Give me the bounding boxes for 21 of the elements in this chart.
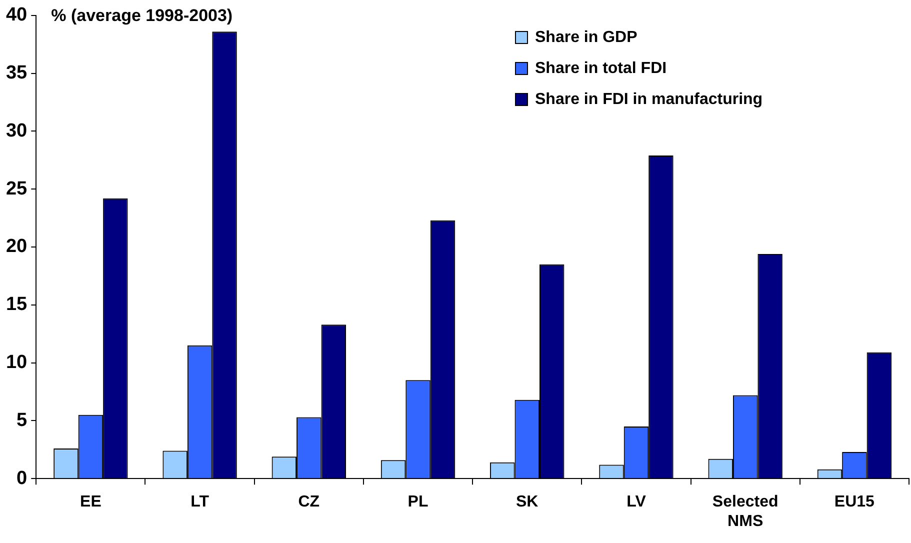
x-tick-label: LT [190,494,210,511]
y-tick-label: 15 [6,294,28,316]
x-tick-label: Selected NMS [712,494,778,530]
y-axis-title: % (average 1998-2003) [51,6,233,26]
y-tick-label: 0 [16,468,28,489]
x-tick-label: SK [516,494,539,511]
y-tick-label: 10 [6,352,28,374]
x-tick-label: CZ [298,494,320,511]
y-tick-label: 20 [6,236,28,258]
y-tick-label: 35 [6,62,28,84]
y-tick-label: 30 [6,120,28,142]
x-tick-label: PL [408,494,428,511]
legend-label: Share in GDP [535,28,638,46]
legend-label: Share in total FDI [535,60,667,78]
y-tick-label: 25 [6,178,28,200]
x-tick-label: EU15 [834,494,875,511]
x-tick-label: LV [626,494,646,511]
legend-label: Share in FDI in manufacturing [535,90,763,108]
y-tick-label: 40 [6,4,28,26]
y-tick-label: 5 [16,410,28,431]
x-tick-label: EE [80,494,102,511]
